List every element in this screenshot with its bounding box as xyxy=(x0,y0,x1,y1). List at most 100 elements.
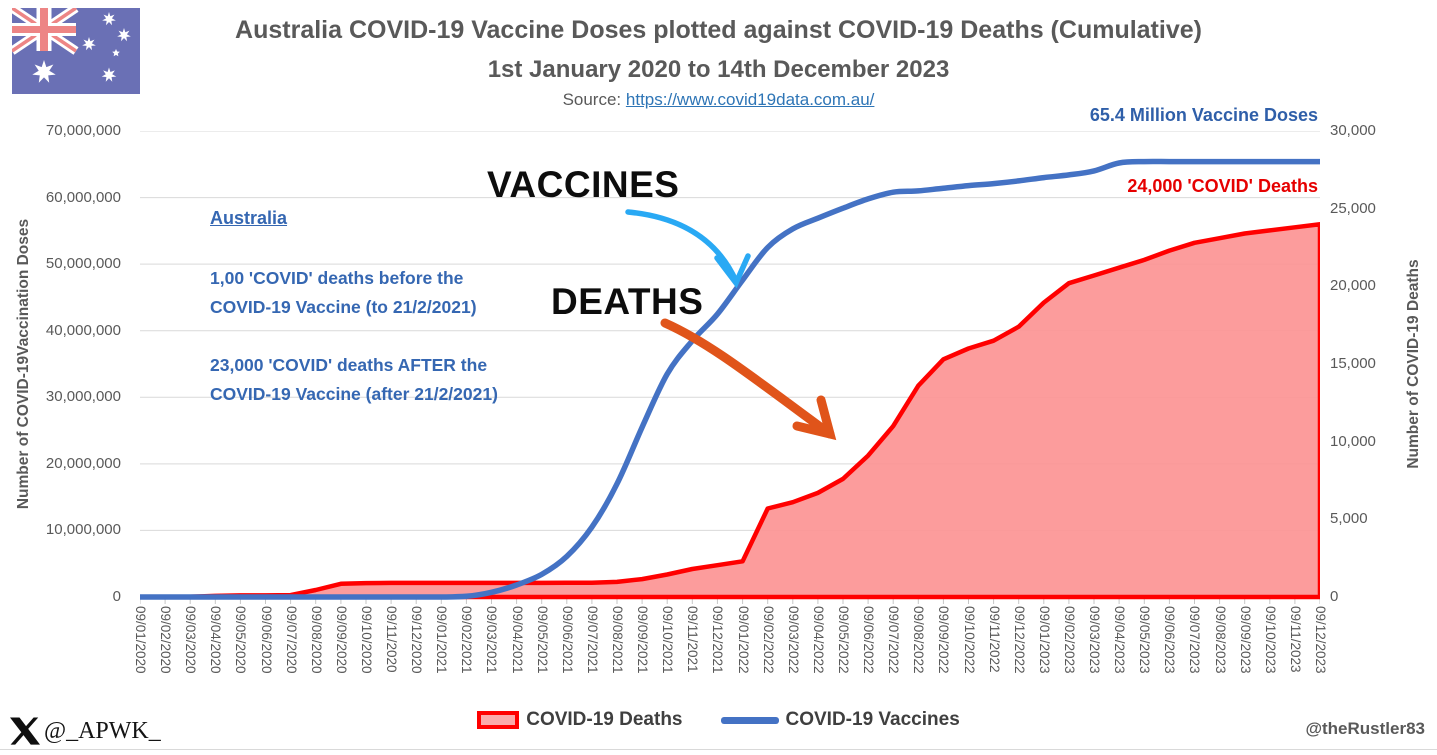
source-label: Source: xyxy=(562,90,622,109)
flag-star xyxy=(32,60,56,83)
x-axis-tick-label: 09/10/2022 xyxy=(961,606,977,674)
x-axis-tick-label: 09/04/2020 xyxy=(208,606,224,674)
union-jack xyxy=(12,8,79,55)
x-axis-tick-label: 09/04/2022 xyxy=(810,606,826,674)
author-handle-left: @_APWK_ xyxy=(44,718,161,744)
x-axis-tick-label: 09/03/2022 xyxy=(785,606,801,674)
source-link[interactable]: https://www.covid19data.com.au/ xyxy=(625,90,875,109)
x-axis-tick-label: 09/01/2021 xyxy=(434,606,450,674)
left-axis-tick-label: 70,000,000 xyxy=(45,122,121,139)
x-axis-tick-label: 09/07/2020 xyxy=(283,606,299,674)
right-axis-tick-label: 5,000 xyxy=(1330,510,1368,528)
x-axis-tick-label: 09/10/2021 xyxy=(660,606,676,674)
legend-item-vaccines: COVID-19 Vaccines xyxy=(720,709,960,731)
deaths-before-note: 1,00 'COVID' deaths before the COVID-19 … xyxy=(210,268,477,317)
deaths-arrow-icon xyxy=(660,318,837,441)
legend-item-deaths: COVID-19 Deaths xyxy=(477,709,683,731)
x-axis-tick-label: 09/02/2021 xyxy=(459,606,475,674)
x-axis-tick-label: 09/05/2020 xyxy=(233,606,249,674)
x-axis-tick-label: 09/09/2021 xyxy=(635,606,651,674)
left-axis-tick-label: 40,000,000 xyxy=(45,321,121,339)
right-axis-tick-label: 25,000 xyxy=(1330,199,1376,217)
deaths-after-note: 23,000 'COVID' deaths AFTER the COVID-19… xyxy=(210,355,498,404)
x-axis-tick-label: 09/11/2023 xyxy=(1287,606,1303,673)
right-axis-tick-label: 0 xyxy=(1330,588,1339,605)
x-axis-tick-label: 09/06/2022 xyxy=(861,606,877,674)
x-axis-tick-label: 09/02/2023 xyxy=(1061,606,1077,674)
x-axis-tick-label: 09/09/2023 xyxy=(1237,606,1253,674)
x-axis-tick-label: 09/10/2020 xyxy=(358,606,374,674)
page-title: Australia COVID-19 Vaccine Doses plotted… xyxy=(235,16,1202,44)
x-axis-tick-label: 09/02/2022 xyxy=(760,606,776,674)
flag-stars xyxy=(32,12,131,83)
left-axis-tick-label: 20,000,000 xyxy=(45,454,121,472)
x-axis-tick-label: 09/11/2021 xyxy=(685,606,701,673)
x-axis-tick-label: 09/11/2022 xyxy=(986,606,1002,673)
x-axis-tick-label: 09/04/2021 xyxy=(509,606,525,674)
x-axis-tick-label: 09/08/2023 xyxy=(1212,606,1228,674)
total-doses-label: 65.4 Million Vaccine Doses xyxy=(1089,105,1318,125)
x-axis-tick-label: 09/11/2020 xyxy=(384,606,400,673)
x-axis-tick-label: 09/12/2021 xyxy=(710,606,726,674)
flag-star xyxy=(117,28,131,42)
vaccines-legend-swatch xyxy=(720,716,779,724)
x-axis-tick-label: 09/01/2022 xyxy=(735,606,751,674)
x-axis-tick-label: 09/09/2022 xyxy=(936,606,952,674)
left-axis-tick-label: 0 xyxy=(112,588,121,605)
chart-plot-area xyxy=(140,131,1320,604)
x-axis-tick-label: 09/04/2023 xyxy=(1112,606,1128,674)
x-axis-tick-label: 09/07/2021 xyxy=(584,606,600,674)
x-axis-tick-label: 09/07/2023 xyxy=(1187,606,1203,674)
x-axis-tick-label: 09/03/2023 xyxy=(1087,606,1103,674)
x-axis-tick-label: 09/01/2020 xyxy=(133,606,148,674)
x-axis-tick-label: 09/12/2022 xyxy=(1011,606,1027,674)
left-axis-tick-label: 60,000,000 xyxy=(45,188,121,206)
right-axis-tick-label: 15,000 xyxy=(1330,355,1376,372)
australia-flag-image xyxy=(12,8,140,94)
source-line: Source: https://www.covid19data.com.au/ xyxy=(0,90,1437,110)
vaccines-legend-label: COVID-19 Vaccines xyxy=(785,709,960,730)
x-axis-tick-label: 09/07/2022 xyxy=(886,606,902,674)
x-axis-tick-label: 09/12/2020 xyxy=(409,606,425,674)
flag-star xyxy=(101,67,117,82)
author-handle-right: @theRustler83 xyxy=(1305,719,1425,738)
x-axis-tick-label: 09/06/2023 xyxy=(1162,606,1178,674)
vaccines-arrow-icon xyxy=(625,209,751,289)
vaccines-series-line xyxy=(140,158,1320,600)
x-axis-tick-label: 09/08/2021 xyxy=(610,606,626,674)
deaths-legend-label: COVID-19 Deaths xyxy=(526,709,683,730)
flag-star xyxy=(102,12,116,26)
deaths-series-area xyxy=(140,221,1320,600)
x-axis-tick-label: 09/05/2021 xyxy=(534,606,550,674)
flag-star xyxy=(82,37,96,51)
x-axis-tick-label: 09/06/2020 xyxy=(258,606,274,674)
right-axis-tick-label: 20,000 xyxy=(1330,277,1376,295)
x-axis-tick-label: 09/05/2022 xyxy=(835,606,851,674)
vaccines-callout: VACCINES xyxy=(487,164,680,205)
x-axis-tick-label: 09/03/2020 xyxy=(183,606,199,674)
x-axis-tick-label: 09/05/2023 xyxy=(1137,606,1153,674)
x-axis-tick-label: 09/03/2021 xyxy=(484,606,500,674)
left-axis-tick-label: 50,000,000 xyxy=(45,255,121,273)
chart-legend: COVID-19 Deaths COVID-19 Vaccines xyxy=(0,709,1437,731)
x-axis-tick-label: 09/06/2021 xyxy=(559,606,575,674)
deaths-callout: DEATHS xyxy=(551,281,704,322)
x-twitter-logo-icon xyxy=(10,717,40,745)
flag-star xyxy=(112,49,120,57)
right-axis-tick-label: 10,000 xyxy=(1330,432,1376,450)
left-axis-tick-label: 10,000,000 xyxy=(45,521,121,539)
total-deaths-label: 24,000 'COVID' Deaths xyxy=(1127,176,1318,196)
bottom-divider xyxy=(0,749,1437,750)
deaths-legend-swatch xyxy=(477,711,520,729)
x-axis-tick-label: 09/01/2023 xyxy=(1036,606,1052,674)
x-axis-tick-label: 09/12/2023 xyxy=(1313,606,1328,674)
right-axis-tick-label: 30,000 xyxy=(1330,122,1376,139)
x-axis-tick-label: 09/10/2023 xyxy=(1262,606,1278,674)
x-axis-tick-label: 09/08/2022 xyxy=(911,606,927,674)
x-axis-tick-label: 09/08/2020 xyxy=(308,606,324,674)
page-subtitle: 1st January 2020 to 14th December 2023 xyxy=(487,56,950,83)
x-axis-tick-label: 09/09/2020 xyxy=(333,606,349,674)
left-axis-tick-label: 30,000,000 xyxy=(45,388,121,406)
x-axis-tick-label: 09/02/2020 xyxy=(158,606,174,674)
country-label: Australia xyxy=(210,208,288,228)
